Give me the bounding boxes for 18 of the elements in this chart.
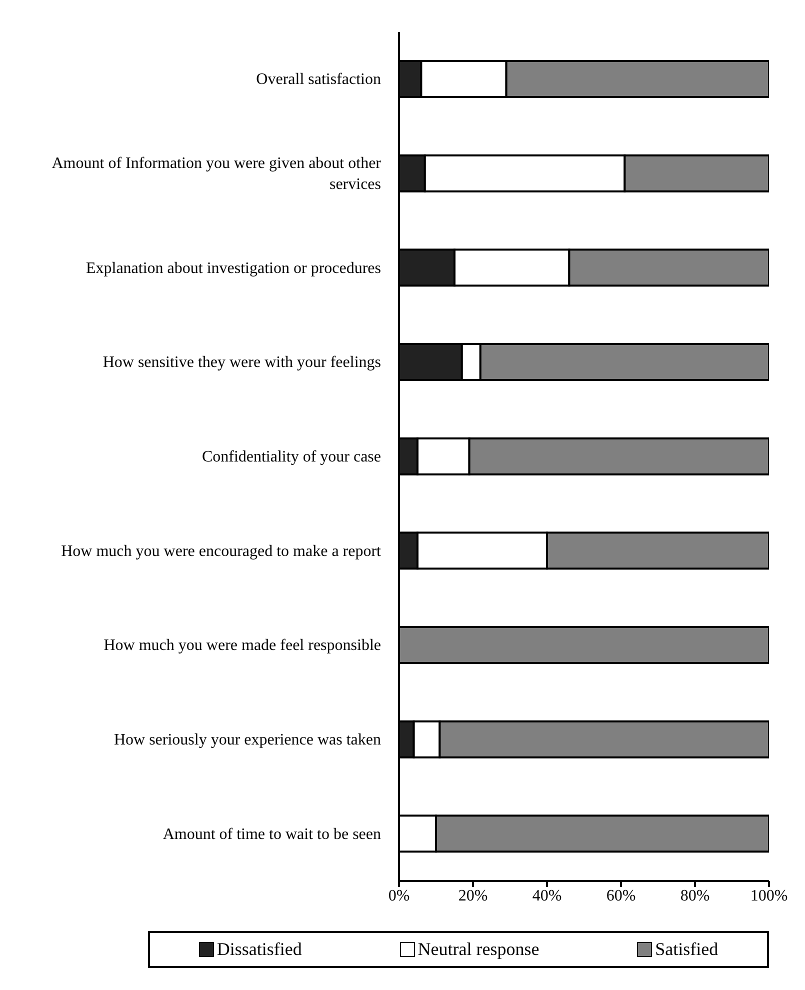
y-tick-label: How sensitive they were with your feelings — [102, 354, 381, 371]
y-tick-label: Explanation about investigation or procedures — [86, 259, 381, 276]
legend-label: Neutral response — [416, 939, 540, 960]
y-tick-label: How much you were made feel responsible — [104, 636, 381, 654]
x-tick-label: 40% — [532, 887, 562, 904]
legend-label: Dissatisfied — [216, 939, 302, 960]
legend-label: Satisfied — [654, 939, 718, 960]
y-tick-label: How much you were encouraged to make a report — [61, 542, 382, 560]
y-tick-label: Amount of time to wait to be seen — [162, 825, 381, 842]
y-tick-label: How seriously your experience was taken — [114, 731, 381, 748]
y-tick-label: Overall satisfaction — [256, 70, 381, 88]
y-tick-label: Confidentiality of your case — [202, 448, 381, 465]
x-tick-label: 20% — [458, 887, 488, 904]
x-tick-label: 100% — [750, 887, 788, 904]
y-tick-label: Amount of Information you were given about other services — [52, 154, 382, 192]
x-tick-label: 60% — [606, 887, 636, 904]
x-tick-label: 80% — [680, 887, 710, 904]
x-tick-label: 0% — [388, 887, 410, 904]
